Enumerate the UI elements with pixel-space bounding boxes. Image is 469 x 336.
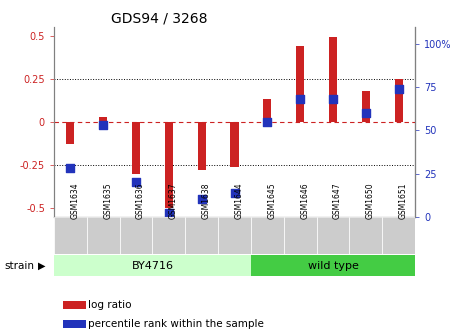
Bar bbox=[394, 79, 403, 122]
Point bbox=[231, 190, 238, 195]
Bar bbox=[362, 91, 370, 122]
Point bbox=[132, 179, 140, 185]
Point bbox=[67, 166, 74, 171]
Point bbox=[198, 197, 205, 202]
Bar bbox=[218, 217, 251, 254]
Bar bbox=[165, 122, 173, 208]
Text: GSM1636: GSM1636 bbox=[136, 182, 145, 219]
Bar bbox=[99, 117, 107, 122]
Text: GSM1647: GSM1647 bbox=[333, 182, 342, 219]
Point bbox=[99, 123, 107, 128]
Point bbox=[165, 211, 173, 216]
Bar bbox=[230, 122, 239, 167]
Bar bbox=[54, 255, 251, 276]
Text: log ratio: log ratio bbox=[88, 300, 132, 309]
Text: GSM1635: GSM1635 bbox=[103, 182, 112, 219]
Bar bbox=[185, 217, 218, 254]
Bar bbox=[63, 301, 86, 309]
Text: GDS94 / 3268: GDS94 / 3268 bbox=[111, 12, 208, 26]
Text: GSM1644: GSM1644 bbox=[234, 182, 243, 219]
Text: GSM1634: GSM1634 bbox=[70, 182, 79, 219]
Text: wild type: wild type bbox=[308, 261, 358, 271]
Bar bbox=[317, 217, 349, 254]
Bar bbox=[63, 320, 86, 328]
Text: BY4716: BY4716 bbox=[131, 261, 174, 271]
Text: ▶: ▶ bbox=[38, 261, 46, 271]
Text: GSM1638: GSM1638 bbox=[202, 182, 211, 219]
Bar bbox=[152, 217, 185, 254]
Bar bbox=[120, 217, 152, 254]
Point bbox=[329, 97, 337, 102]
Bar bbox=[251, 217, 284, 254]
Bar bbox=[284, 217, 317, 254]
Bar bbox=[66, 122, 75, 144]
Bar bbox=[54, 217, 87, 254]
Bar bbox=[263, 99, 272, 122]
Bar bbox=[296, 46, 304, 122]
Bar bbox=[132, 122, 140, 174]
Text: GSM1637: GSM1637 bbox=[169, 182, 178, 219]
Bar bbox=[251, 255, 415, 276]
Bar bbox=[197, 122, 206, 170]
Bar bbox=[87, 217, 120, 254]
Point bbox=[264, 119, 271, 125]
Text: GSM1651: GSM1651 bbox=[399, 182, 408, 219]
Point bbox=[395, 86, 402, 92]
Bar bbox=[382, 217, 415, 254]
Text: percentile rank within the sample: percentile rank within the sample bbox=[88, 319, 264, 329]
Text: strain: strain bbox=[5, 261, 35, 271]
Text: GSM1646: GSM1646 bbox=[300, 182, 309, 219]
Bar bbox=[349, 217, 382, 254]
Text: GSM1650: GSM1650 bbox=[366, 182, 375, 219]
Point bbox=[296, 97, 304, 102]
Point bbox=[362, 111, 370, 116]
Text: GSM1645: GSM1645 bbox=[267, 182, 276, 219]
Bar bbox=[329, 37, 337, 122]
